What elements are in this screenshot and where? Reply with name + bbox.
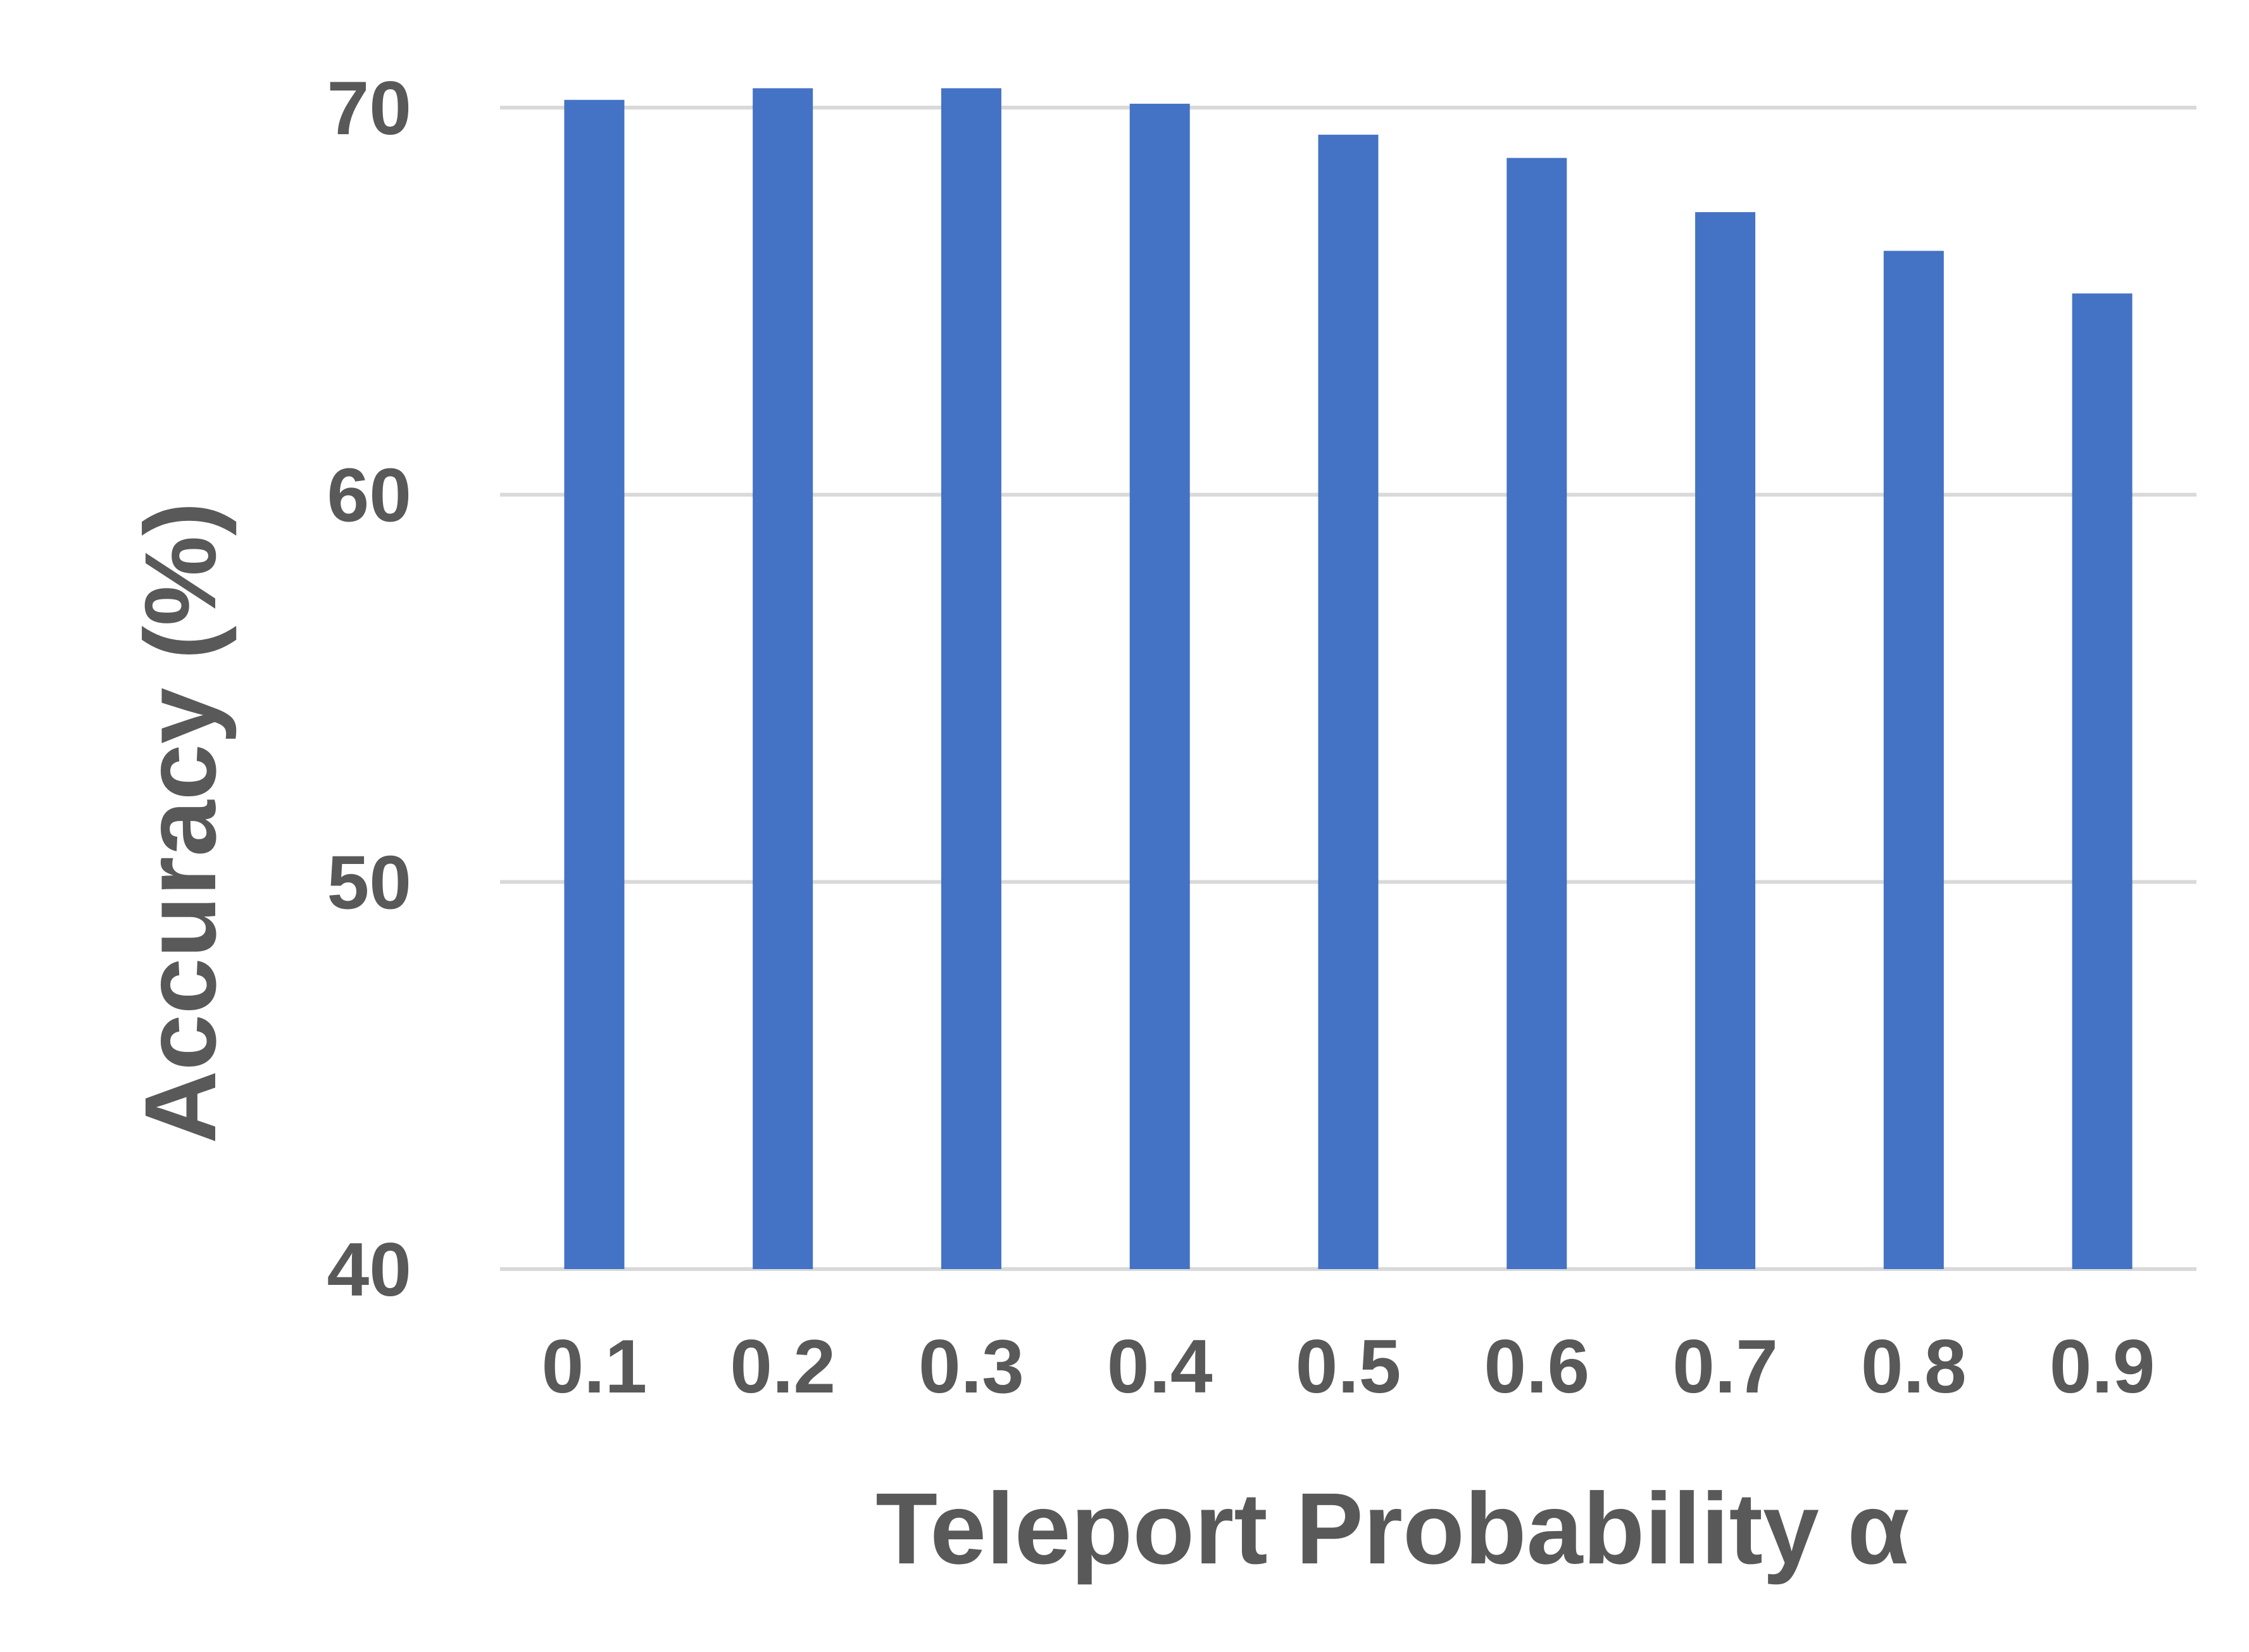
y-tick-labels: 40 50 60 70 [327,66,411,1312]
x-tick-label: 0.9 [2050,1324,2155,1409]
y-tick-label: 40 [327,1227,411,1312]
bar-0.7 [1695,212,1756,1269]
bar-0.9 [2072,293,2133,1270]
bar-0.8 [1883,251,1944,1270]
bar-0.6 [1507,158,1567,1270]
y-tick-label: 70 [327,66,411,151]
x-tick-label: 0.5 [1296,1324,1401,1409]
x-tick-label: 0.3 [918,1324,1024,1409]
x-axis-title: Teleport Probability α [875,1472,1909,1585]
x-tick-label: 0.8 [1861,1324,1967,1409]
x-tick-label: 0.2 [730,1324,836,1409]
y-tick-label: 60 [327,453,411,538]
x-tick-label: 0.6 [1484,1324,1589,1409]
bar-0.3 [941,88,1001,1270]
bar-0.2 [753,88,813,1270]
bars [564,88,2133,1270]
x-tick-label: 0.4 [1107,1324,1213,1409]
x-tick-label: 0.7 [1672,1324,1778,1409]
bar-0.1 [564,99,625,1270]
x-tick-label: 0.1 [541,1324,647,1409]
y-tick-label: 50 [327,840,411,925]
x-tick-labels: 0.1 0.2 0.3 0.4 0.5 0.6 0.7 0.8 0.9 [541,1324,2155,1409]
y-axis-title: Accuracy (%) [123,502,237,1144]
bar-0.4 [1129,103,1190,1270]
bar-0.5 [1318,134,1379,1270]
